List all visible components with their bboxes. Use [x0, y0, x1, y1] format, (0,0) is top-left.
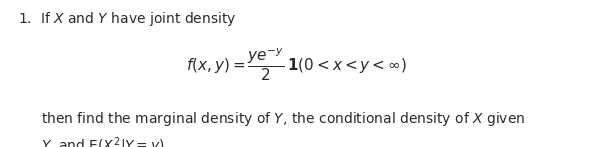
Text: $Y$, and $\mathrm{E}(X^2|Y = y)$.: $Y$, and $\mathrm{E}(X^2|Y = y)$. [41, 135, 169, 147]
Text: $f(x, y) = \dfrac{ye^{-y}}{2}\,\mathbf{1}(0 < x < y < \infty)$: $f(x, y) = \dfrac{ye^{-y}}{2}\,\mathbf{1… [185, 46, 407, 83]
Text: then find the marginal density of $Y$, the conditional density of $X$ given: then find the marginal density of $Y$, t… [41, 110, 526, 128]
Text: 1.  If $X$ and $Y$ have joint density: 1. If $X$ and $Y$ have joint density [18, 10, 236, 28]
